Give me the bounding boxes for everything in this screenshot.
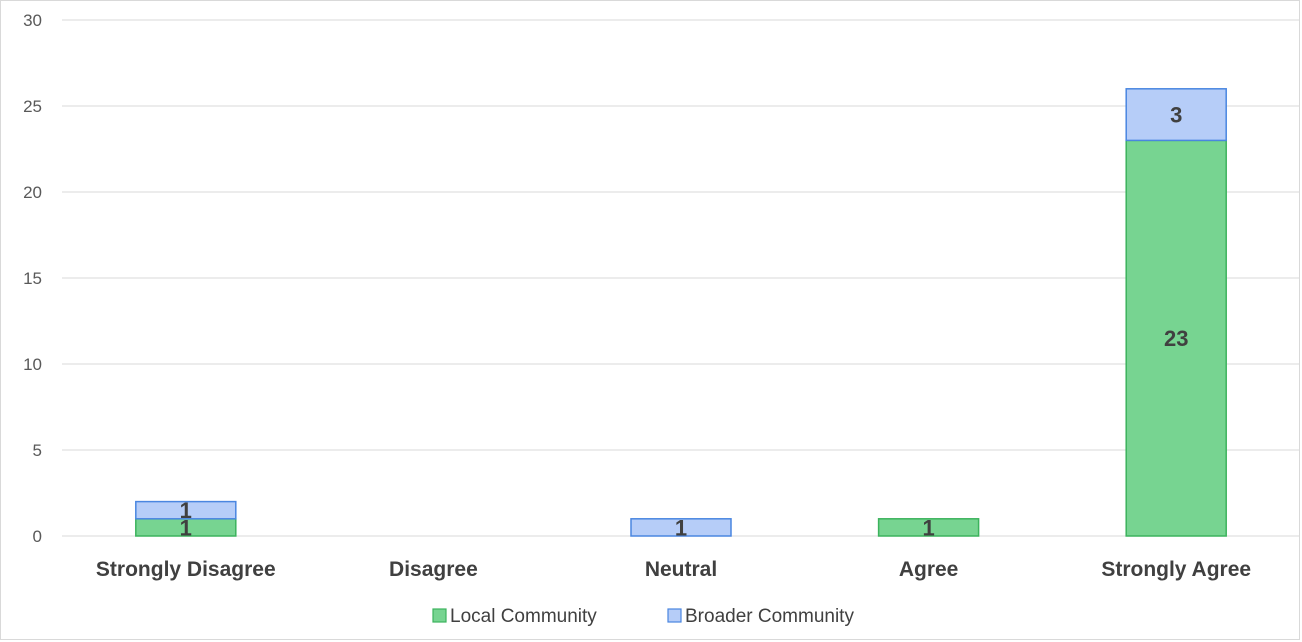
bars [135, 88, 1227, 537]
x-category-label: Strongly Disagree [96, 558, 276, 581]
legend-swatch-local [432, 608, 447, 623]
bar-broader-community [630, 518, 732, 537]
data-label: 23 [1164, 326, 1188, 351]
y-tick-label: 0 [33, 527, 42, 546]
y-tick-label: 30 [23, 11, 42, 30]
y-tick-label: 15 [23, 269, 42, 288]
y-tick-label: 25 [23, 97, 42, 116]
x-category-label: Agree [899, 558, 959, 581]
bar-broader-community [1125, 88, 1227, 142]
y-tick-label: 20 [23, 183, 42, 202]
y-tick-label: 5 [33, 441, 42, 460]
bar-local-community [877, 518, 980, 537]
data-label: 3 [1170, 103, 1182, 128]
bar-local-community [1125, 139, 1227, 537]
x-category-label: Strongly Agree [1101, 558, 1251, 581]
legend-label: Local Community [450, 606, 597, 627]
gridlines [62, 19, 1300, 537]
bar-broader-community [135, 500, 237, 520]
x-category-label: Disagree [389, 558, 478, 581]
data-label: 1 [675, 515, 687, 540]
y-axis-ticks: 0 5 10 15 20 25 30 [23, 11, 42, 546]
y-tick-label: 10 [23, 355, 42, 374]
x-axis-categories: Strongly Disagree Disagree Neutral Agree Str… [96, 558, 1251, 581]
data-label: 1 [922, 515, 934, 540]
legend-swatch-broader [667, 608, 682, 623]
data-label: 1 [180, 498, 192, 523]
legend: Local Community Broader Community [432, 606, 854, 627]
data-label: 1 [180, 515, 192, 540]
legend-label: Broader Community [685, 606, 854, 627]
x-category-label: Neutral [645, 558, 717, 581]
